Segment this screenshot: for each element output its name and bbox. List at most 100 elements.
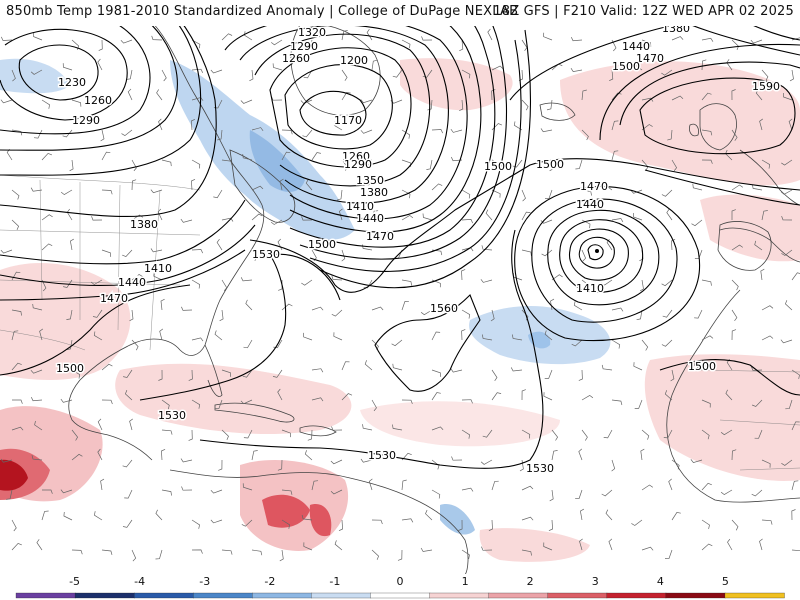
- wind-barb: [634, 60, 643, 71]
- wind-barb: [180, 218, 193, 223]
- wind-barb: [251, 549, 263, 556]
- wind-barb: [791, 549, 800, 552]
- wind-barb: [0, 249, 13, 254]
- wind-barb: [512, 159, 523, 168]
- wind-barb: [331, 275, 343, 281]
- wind-barb: [302, 129, 313, 138]
- wind-barb: [63, 279, 73, 288]
- wind-barb: [251, 213, 263, 221]
- wind-barb: [461, 399, 473, 404]
- wind-barb: [30, 369, 43, 374]
- wind-barb: [6, 489, 13, 500]
- contour-label: 1500: [612, 60, 640, 73]
- wind-barb: [546, 99, 553, 111]
- wind-barb: [279, 549, 284, 562]
- wind-barb: [242, 153, 253, 161]
- wind-barb: [761, 159, 771, 169]
- legend-tick-labels: -5 -4 -3 -2 -1 0 1 2 3 4 5: [69, 575, 729, 588]
- wind-barb: [240, 399, 253, 405]
- wind-barb: [242, 369, 253, 378]
- coast-florida: [204, 344, 223, 397]
- wind-barb: [551, 274, 563, 281]
- wind-barb: [244, 31, 253, 41]
- contour-label: 1380: [360, 186, 388, 199]
- contour-label: 1470: [366, 230, 394, 243]
- wind-barb: [214, 399, 223, 409]
- wind-barb: [487, 28, 493, 41]
- wind-barb: [521, 189, 526, 202]
- wind-barb: [611, 150, 619, 161]
- contour-1230: [18, 44, 99, 101]
- wind-barb: [33, 129, 43, 139]
- wind-barb: [251, 127, 264, 132]
- wind-barb: [701, 279, 712, 286]
- wind-barb: [397, 549, 403, 561]
- wind-barb: [450, 368, 463, 373]
- wind-barb: [337, 189, 343, 201]
- wind-barb: [401, 518, 414, 523]
- wind-barb: [544, 369, 553, 379]
- wind-barb: [761, 69, 769, 81]
- legend-color-swatch: [724, 592, 785, 599]
- wind-barb: [101, 363, 113, 371]
- wind-barb: [759, 118, 764, 131]
- wind-barb: [41, 510, 49, 521]
- contour-1410-g: [299, 0, 508, 260]
- wind-barb: [11, 129, 23, 136]
- contour-1560-ne: [619, 61, 800, 126]
- wind-barb: [36, 539, 43, 551]
- legend-color-swatch: [606, 592, 667, 599]
- wind-barb: [641, 339, 649, 351]
- wind-barb: [362, 424, 373, 431]
- wind-barb: [633, 212, 643, 221]
- warm-anomaly-africa-west: [644, 354, 800, 481]
- wind-barb: [161, 448, 166, 461]
- wind-barb: [491, 189, 501, 198]
- wind-barb: [368, 478, 373, 491]
- wind-barb: [281, 519, 290, 529]
- contour-label: 1440: [118, 276, 146, 289]
- wind-barb: [191, 39, 201, 49]
- contour-1500-c: [249, 158, 800, 293]
- wind-barb: [214, 330, 223, 341]
- wind-barb: [521, 549, 532, 556]
- wind-barb: [459, 39, 464, 52]
- wind-barb: [639, 279, 644, 292]
- height-contours: [0, 0, 800, 469]
- legend-tick-label: 1: [462, 575, 469, 588]
- wind-barb: [97, 418, 103, 431]
- wind-barb: [91, 216, 103, 221]
- wind-barb: [752, 184, 763, 191]
- wind-barb: [670, 369, 675, 382]
- wind-barb: [101, 249, 112, 257]
- wind-barb: [158, 369, 163, 381]
- wind-barb: [511, 334, 523, 341]
- wind-barb: [701, 543, 713, 551]
- legend-color-swatch: [193, 592, 253, 599]
- wind-barb: [731, 244, 744, 251]
- wind-barb: [575, 489, 583, 500]
- legend-color-swatch: [134, 592, 194, 599]
- contour-low-1440: [531, 198, 678, 323]
- contour-label: 1500: [308, 238, 336, 251]
- wind-barb: [731, 184, 744, 191]
- wind-barb: [461, 329, 466, 341]
- wind-barb: [784, 300, 793, 311]
- wind-barb: [633, 362, 643, 371]
- wind-barb: [311, 306, 324, 311]
- contour-1500-w: [0, 284, 191, 376]
- wind-barb: [270, 219, 283, 225]
- contour-labels: 1230 1260 1290 1320 1290 1260 1200 1170 …: [55, 21, 782, 477]
- wind-barb: [364, 360, 373, 371]
- wind-barb: [281, 129, 293, 135]
- wind-barb: [363, 279, 373, 289]
- wind-barb: [540, 128, 553, 133]
- contour-label: 1440: [356, 212, 384, 225]
- wind-barb: [481, 334, 493, 341]
- wind-barb: [521, 211, 531, 221]
- wind-barb: [371, 549, 380, 560]
- contour-label: 1530: [368, 449, 396, 462]
- contour-1230-g: [269, 47, 412, 168]
- wind-barb: [188, 369, 193, 381]
